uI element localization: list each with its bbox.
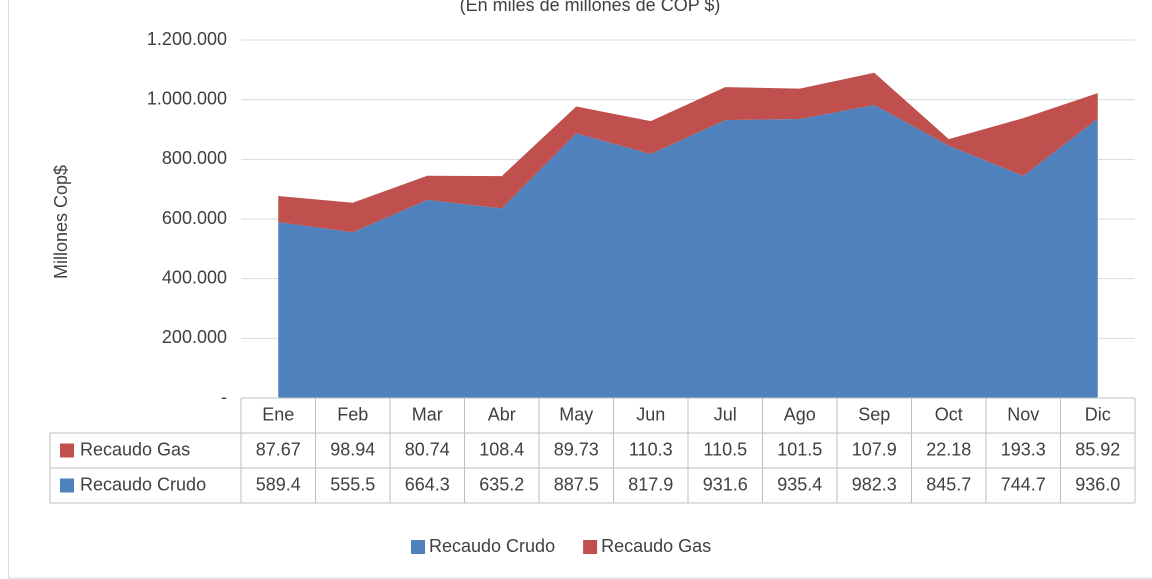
x-tick-label: Dic	[1085, 404, 1111, 424]
legend-key	[583, 540, 598, 554]
legend-key	[411, 540, 425, 554]
table-row-label: Recaudo Crudo	[80, 474, 206, 494]
y-tick-label: -	[221, 387, 227, 407]
table-cell: 98.94	[330, 439, 375, 459]
y-axis-label: Millones Cop$	[51, 165, 71, 279]
x-tick-label: Sep	[858, 404, 890, 424]
table-cell: 635.2	[479, 474, 524, 494]
table-legend-key	[60, 478, 74, 493]
table-cell: 589.4	[256, 474, 301, 494]
table-cell: 101.5	[777, 439, 822, 459]
x-tick-label: Jul	[714, 404, 737, 424]
y-tick-label: 200.000	[162, 327, 227, 347]
table-cell: 744.7	[1001, 474, 1046, 494]
y-tick-label: 400.000	[162, 267, 227, 287]
table-cell: 80.74	[405, 439, 450, 459]
x-tick-label: May	[559, 404, 593, 424]
table-cell: 85.92	[1075, 439, 1120, 459]
x-tick-label: Feb	[337, 404, 368, 424]
legend-label: Recaudo Gas	[601, 536, 711, 556]
table-cell: 887.5	[554, 474, 599, 494]
y-tick-label: 1.200.000	[147, 29, 227, 49]
x-tick-label: Abr	[488, 404, 516, 424]
table-cell: 193.3	[1001, 439, 1046, 459]
table-cell: 935.4	[777, 474, 822, 494]
x-tick-label: Nov	[1007, 404, 1039, 424]
table-cell: 107.9	[852, 439, 897, 459]
x-tick-label: Ago	[784, 404, 816, 424]
table-cell: 817.9	[628, 474, 673, 494]
y-tick-label: 800.000	[162, 148, 227, 168]
legend-label: Recaudo Crudo	[429, 536, 555, 556]
table-row-label: Recaudo Gas	[80, 439, 190, 459]
table-cell: 87.67	[256, 439, 301, 459]
table-cell: 110.3	[629, 439, 673, 459]
x-tick-label: Mar	[412, 404, 443, 424]
x-tick-label: Ene	[262, 404, 294, 424]
x-tick-label: Oct	[935, 404, 963, 424]
table-cell: 931.6	[703, 474, 748, 494]
y-tick-label: 600.000	[162, 208, 227, 228]
table-legend-key	[60, 443, 74, 458]
area	[278, 72, 1098, 233]
y-tick-label: 1.000.000	[147, 88, 227, 108]
table-cell: 982.3	[852, 474, 897, 494]
table-cell: 110.5	[703, 439, 747, 459]
chart-subtitle: (En miles de millones de COP $)	[460, 0, 721, 15]
table-cell: 108.4	[479, 439, 524, 459]
table-cell: 664.3	[405, 474, 450, 494]
table-cell: 845.7	[926, 474, 971, 494]
area	[278, 104, 1098, 398]
x-tick-label: Jun	[636, 404, 665, 424]
table-cell: 89.73	[554, 439, 599, 459]
table-cell: 555.5	[330, 474, 375, 494]
table-cell: 936.0	[1075, 474, 1120, 494]
table-cell: 22.18	[926, 439, 971, 459]
